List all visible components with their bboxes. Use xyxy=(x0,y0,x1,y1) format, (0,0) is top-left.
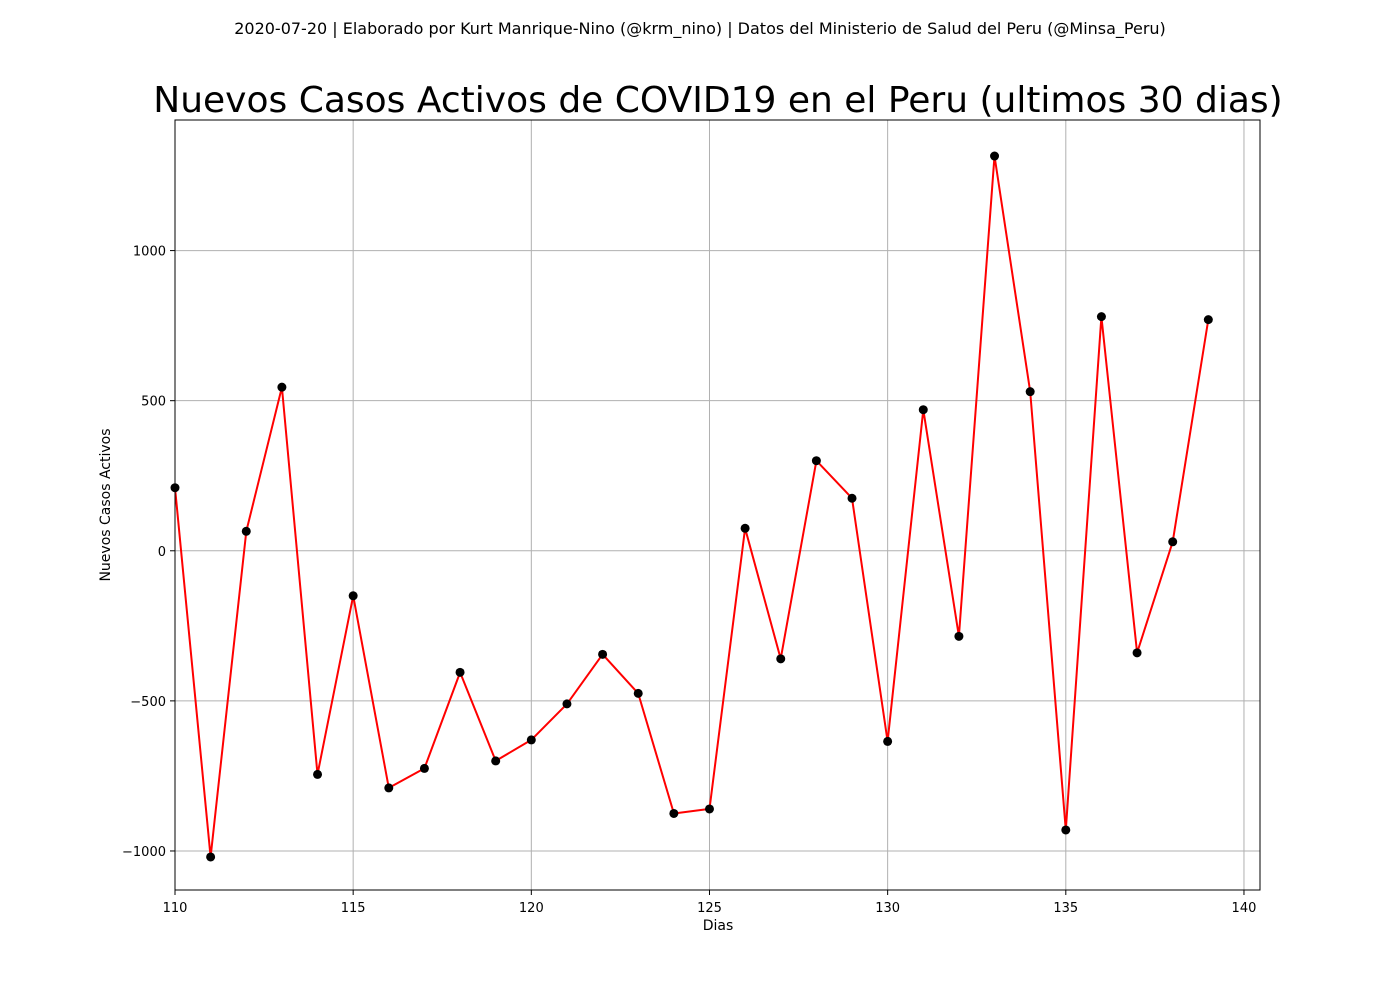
data-point xyxy=(348,591,358,601)
data-point xyxy=(1168,537,1178,547)
grid xyxy=(174,120,1260,890)
data-point xyxy=(455,667,465,677)
y-axis-ticks: −1000 −500 0 500 1000 xyxy=(122,245,175,860)
x-tick-label: 135 xyxy=(1053,901,1078,916)
data-point xyxy=(1061,825,1071,835)
data-point xyxy=(241,526,251,536)
x-tick-label: 125 xyxy=(697,901,722,916)
y-tick-label: −1000 xyxy=(122,845,166,860)
data-point xyxy=(491,756,501,766)
data-point xyxy=(313,769,323,779)
series-line-group xyxy=(174,155,1210,858)
data-point xyxy=(206,852,216,862)
x-tick-label: 120 xyxy=(519,901,544,916)
x-tick-label: 115 xyxy=(341,901,366,916)
data-point xyxy=(883,736,893,746)
x-tick-label: 130 xyxy=(875,901,900,916)
plot-frame xyxy=(174,119,1261,891)
x-tick-label: 140 xyxy=(1232,901,1257,916)
y-tick-label: 1000 xyxy=(133,245,166,260)
chart-suptitle: 2020-07-20 | Elaborado por Kurt Manrique… xyxy=(234,19,1166,39)
data-point xyxy=(954,631,964,641)
data-point xyxy=(1025,387,1035,397)
data-point xyxy=(811,456,821,466)
data-point xyxy=(1096,312,1106,322)
x-axis-label: Dias xyxy=(703,918,734,934)
data-point xyxy=(562,699,572,709)
data-point xyxy=(704,804,714,814)
data-point xyxy=(1203,315,1213,325)
data-point xyxy=(277,382,287,392)
data-point xyxy=(990,151,1000,161)
series-line xyxy=(174,155,1210,858)
x-axis-ticks: 110 115 120 125 130 135 140 xyxy=(163,890,1257,916)
data-point xyxy=(847,493,857,503)
y-tick-label: −500 xyxy=(130,695,166,710)
data-point xyxy=(918,405,928,415)
data-points xyxy=(170,151,1213,862)
data-point xyxy=(633,688,643,698)
x-tick-label: 110 xyxy=(163,901,188,916)
data-point xyxy=(776,654,786,664)
chart-title: Nuevos Casos Activos de COVID19 en el Pe… xyxy=(153,80,1282,121)
data-point xyxy=(598,649,608,659)
data-point xyxy=(1132,648,1142,658)
y-axis-label: Nuevos Casos Activos xyxy=(98,428,114,581)
y-tick-label: 500 xyxy=(141,395,166,410)
data-point xyxy=(740,523,750,533)
data-point xyxy=(669,808,679,818)
data-point xyxy=(419,763,429,773)
data-point xyxy=(526,735,536,745)
y-tick-label: 0 xyxy=(158,545,166,560)
data-point xyxy=(384,783,394,793)
